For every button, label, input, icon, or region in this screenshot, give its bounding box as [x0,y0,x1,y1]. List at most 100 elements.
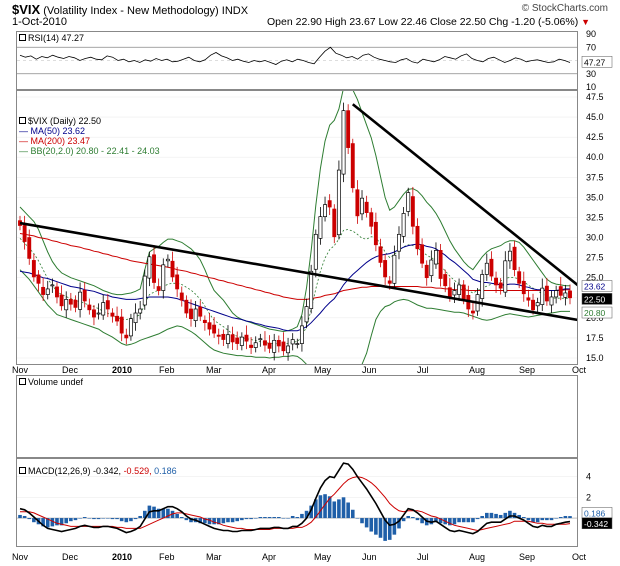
macd-hist-bar [258,517,263,519]
macd-hist-bar [69,518,73,522]
candle-body [420,244,425,264]
price-tick-label: 25.0 [586,273,604,283]
macd-hist-bar [300,513,304,519]
candle-body [216,334,221,337]
candle-body [110,312,115,317]
candle-body [55,286,59,298]
price-x-tick-label: Oct [572,365,587,375]
candle-body [101,302,106,316]
macd-hist-bar [434,518,438,523]
candle-body [558,286,563,296]
price-x-tick-label: Mar [206,365,222,375]
macd-hist-bar [133,518,138,520]
macd-tick-label: 0 [586,513,591,523]
macd-hist-bar [18,514,22,519]
macd-hist-bar [166,508,170,519]
macd-hist-bar [558,517,563,519]
candle-body [41,286,46,295]
macd-hist-bar [309,505,313,519]
macd-hist-bar [203,518,207,524]
ma200-line [19,233,570,300]
price-x-tick-label: Dec [62,365,79,375]
close-badge-text: 22.50 [584,294,606,304]
macd-hist-bar [216,518,221,525]
candle-body [170,260,175,278]
macd-hist-bar [235,518,240,522]
candle-body [563,292,568,298]
candle-body [272,339,277,353]
candle-body [87,304,92,311]
rsi-plot [17,46,577,75]
rsi-tick-label: 90 [586,29,596,39]
macd-hist-bar [106,518,110,519]
ma50-badge-text: 23.62 [584,282,606,292]
macd-hist-bar [212,518,216,525]
candle-body [295,343,300,345]
macd-hist-bar [503,512,508,519]
close-label: Close [429,16,457,28]
macd-hist-bar [378,518,383,538]
price-x-tick-label: Jul [417,365,429,375]
candle-body [318,216,323,239]
macd-hist-bar [332,501,337,519]
candle-body [147,256,152,279]
price-x-tick-label: Apr [262,365,276,375]
macd-hist-bar [494,513,498,519]
macd-hist-bar [82,517,87,519]
legend-ma50: — MA(50) 23.62 [19,126,86,136]
macd-hist-bar [457,518,461,523]
macd-hist-bar [138,515,142,519]
legend-ma200: — MA(200) 23.47 [19,136,91,146]
macd-plot [17,462,577,541]
macd-hist-bar [508,510,512,519]
macd-hist-bar [286,518,290,519]
price-x-tick-label: May [314,365,332,375]
price-tick-label: 32.5 [586,212,604,222]
candle-body [64,299,69,311]
candle-body [202,319,207,324]
candle-body [327,200,332,208]
legend-ma50-text: MA(50) 23.62 [30,126,86,136]
candle-body [253,342,258,348]
low-label: Low [378,16,398,28]
candle-body [360,197,364,215]
candle-body [549,296,554,306]
macd-tick-label: 2 [586,492,591,502]
candle-body [369,212,374,227]
macd-hist-bar [184,518,189,521]
symbol: $VIX [12,2,41,17]
macd-legend: MACD(12,26,9) -0.342, -0.529, 0.186 [19,466,177,476]
macd-x-tick-label: Mar [206,552,222,562]
macd-hist-bar [526,518,531,521]
macd-hist-bar [392,518,397,535]
macd-hist-bar [45,518,50,528]
trendline [351,103,577,287]
candle-body [313,233,318,270]
macd-hist-bar [369,518,374,532]
macd-hist-bar [350,509,355,519]
price-tick-label: 22.5 [586,293,604,303]
rsi-tick-label: 30 [586,69,596,79]
copyright: © StockCharts.com [521,3,608,14]
candle-body [36,274,41,284]
chg-value: -1.20 (-5.06%) [511,16,579,28]
candle-body [239,336,244,346]
candle-body [387,280,392,284]
legend-bb-text: BB(20,2.0) 20.80 - 22.41 - 24.03 [30,146,160,156]
candle-body [350,143,355,189]
candle-body [554,290,559,298]
price-x-tick-label: Sep [519,365,535,375]
macd-hist-bar [115,518,119,520]
price-tick-label: 15.0 [586,353,604,363]
macd-hist-bar [364,518,369,528]
macd-hist-badge-text: 0.186 [584,508,606,518]
exchange: INDX [221,5,249,17]
candle-body [45,288,50,295]
price-tick-label: 35.0 [586,192,604,202]
candle-body [133,312,138,324]
macd-hist-bar [374,518,378,535]
macd-hist-bar [461,518,466,523]
macd-hist-bar [32,518,36,523]
candle-body [410,196,415,227]
macd-x-tick-label: May [314,552,332,562]
